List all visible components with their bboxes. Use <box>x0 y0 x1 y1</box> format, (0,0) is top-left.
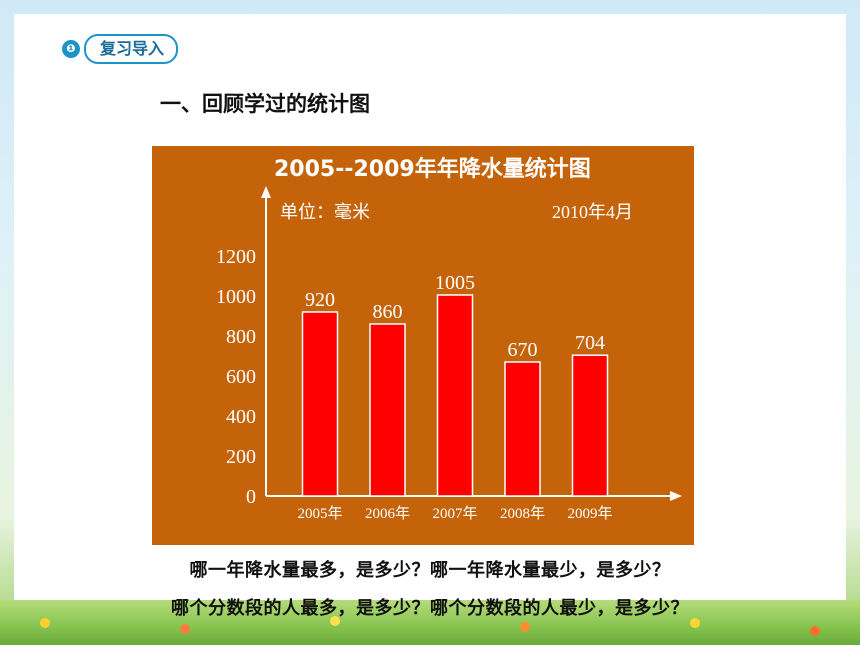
y-tick-label: 1200 <box>216 246 256 268</box>
bar <box>436 294 474 497</box>
bar-value-label: 920 <box>305 289 335 311</box>
bar <box>369 323 406 497</box>
x-tick-label: 2008年 <box>500 505 545 522</box>
bar-value-label: 670 <box>508 339 538 361</box>
page-heading: 一、回顾学过的统计图 <box>160 92 370 116</box>
x-tick-label: 2009年 <box>567 505 612 522</box>
section-bullet-icon: ❶ <box>62 40 80 58</box>
bar <box>301 311 339 497</box>
section-tag-label: 复习导入 <box>84 34 179 64</box>
x-tick-label: 2006年 <box>365 505 410 522</box>
bar <box>504 361 541 497</box>
data-labels: 920 860 1005 670 704 <box>305 272 605 361</box>
y-tick-label: 600 <box>226 366 256 388</box>
chart-date-label: 2010年4月 <box>552 202 633 222</box>
x-tick-label: 2005年 <box>297 505 342 522</box>
y-axis-arrow-icon <box>261 186 271 198</box>
grass-decoration <box>0 600 860 645</box>
y-tick-label: 1000 <box>216 286 256 308</box>
bar-value-label: 860 <box>373 301 403 323</box>
y-tick-label: 0 <box>246 486 256 508</box>
y-tick-labels: 0 200 400 600 800 1000 1200 <box>216 246 256 508</box>
x-axis-arrow-icon <box>670 491 682 501</box>
bar-series <box>301 294 609 497</box>
bar-value-label: 1005 <box>435 272 475 294</box>
question-2: 哪个分数段的人最多，是多少？哪个分数段的人最少，是多少？ <box>171 598 689 619</box>
chart-unit-label: 单位：毫米 <box>280 202 370 223</box>
bar-chart: 2005--2009年年降水量统计图 单位：毫米 2010年4月 0 200 400… <box>216 156 682 522</box>
bar <box>571 354 609 497</box>
y-tick-label: 400 <box>226 406 256 428</box>
x-tick-labels: 2005年 2006年 2007年 2008年 2009年 <box>297 505 612 522</box>
bar-value-label: 704 <box>575 332 605 354</box>
y-tick-label: 200 <box>226 446 256 468</box>
x-tick-label: 2007年 <box>432 505 477 522</box>
y-tick-label: 800 <box>226 326 256 348</box>
question-1: 哪一年降水量最多，是多少？哪一年降水量最少，是多少？ <box>189 560 671 581</box>
chart-title: 2005--2009年年降水量统计图 <box>274 156 591 182</box>
chart-panel: 2005--2009年年降水量统计图 单位：毫米 2010年4月 0 200 400… <box>152 146 694 545</box>
section-tag: ❶ 复习导入 <box>62 34 179 64</box>
